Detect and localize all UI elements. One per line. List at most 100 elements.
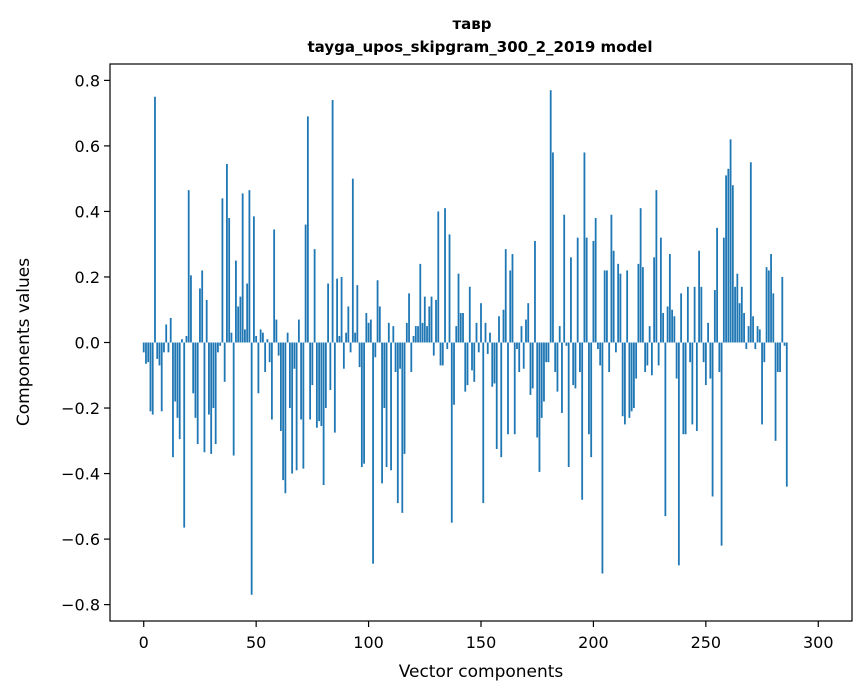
bar-236	[673, 316, 676, 343]
y-tick-label: 0.6	[75, 137, 100, 156]
bar-272	[754, 342, 757, 350]
bar-176	[538, 342, 541, 472]
bar-85	[333, 342, 336, 433]
bar-37	[226, 163, 228, 343]
y-tick-label: −0.4	[61, 465, 100, 484]
y-tick-label: 0.0	[75, 334, 100, 353]
bar-104	[376, 280, 379, 343]
bar-129	[432, 342, 435, 356]
x-tick-label: 0	[139, 633, 149, 652]
bar-195	[581, 342, 584, 500]
bar-105	[378, 306, 381, 343]
bar-30	[210, 342, 213, 454]
bar-268	[745, 342, 748, 350]
bar-239	[680, 293, 683, 343]
bar-120	[412, 335, 415, 343]
bar-87	[338, 335, 341, 343]
bar-169	[522, 342, 525, 369]
bar-78	[318, 342, 321, 422]
bar-80	[322, 342, 325, 486]
bar-286	[785, 342, 788, 487]
bar-109	[387, 322, 390, 343]
bar-166	[516, 342, 518, 350]
bar-103	[374, 342, 377, 358]
bar-184	[556, 342, 559, 392]
bar-28	[205, 299, 208, 343]
bar-159	[500, 342, 503, 458]
bar-182	[552, 152, 554, 343]
bar-93	[351, 178, 354, 343]
bar-186	[561, 342, 563, 413]
bar-206	[606, 270, 608, 343]
bar-11	[167, 342, 170, 353]
bar-76	[313, 249, 316, 343]
plot-frame	[109, 63, 853, 622]
bar-266	[740, 286, 743, 343]
bar-180	[547, 342, 550, 363]
bar-110	[390, 342, 392, 471]
bar-38	[228, 217, 231, 343]
bar-130	[435, 299, 437, 343]
bar-205	[603, 270, 606, 343]
bar-244	[691, 342, 694, 425]
bar-43	[239, 296, 242, 343]
bar-247	[698, 250, 700, 343]
bar-284	[781, 276, 784, 343]
bar-102	[372, 342, 374, 564]
bar-70	[300, 342, 303, 420]
bar-231	[662, 313, 665, 343]
bar-259	[725, 175, 727, 343]
bar-19	[185, 335, 188, 343]
bar-74	[309, 342, 312, 420]
bar-75	[311, 342, 314, 386]
bar-27	[203, 342, 206, 453]
bar-34	[219, 342, 222, 346]
bar-68	[295, 342, 298, 471]
bar-246	[695, 342, 698, 431]
bar-222	[641, 267, 644, 343]
bar-60	[277, 342, 280, 356]
bar-200	[592, 240, 595, 343]
bar-241	[684, 342, 687, 435]
bar-16	[178, 342, 181, 440]
bar-91	[347, 306, 350, 343]
y-tick-label: 0.2	[75, 268, 100, 287]
bar-215	[626, 270, 629, 343]
bar-188	[565, 342, 568, 346]
bar-234	[668, 254, 671, 343]
bar-61	[279, 342, 282, 431]
x-axis: 0 50 100 150 200 250 300	[139, 621, 834, 652]
bar-202	[597, 342, 599, 350]
bar-123	[419, 263, 422, 343]
bar-58	[273, 229, 276, 343]
bar-12	[169, 317, 172, 343]
y-tick-label: 0.4	[75, 202, 100, 221]
bar-209	[612, 250, 615, 343]
bar-42	[237, 306, 240, 343]
bar-66	[291, 342, 294, 474]
bar-108	[385, 342, 388, 468]
bar-62	[282, 342, 285, 481]
bar-207	[608, 342, 611, 372]
x-tick-label: 200	[578, 633, 609, 652]
bar-143	[464, 342, 467, 392]
bar-253	[711, 342, 714, 497]
bar-163	[509, 270, 512, 343]
bar-174	[534, 240, 536, 343]
bar-172	[529, 342, 532, 395]
bar-139	[455, 326, 458, 343]
bar-49	[253, 216, 255, 343]
bar-59	[275, 319, 278, 343]
chart-subtitle: tayga_upos_skipgram_300_2_2019 model	[308, 38, 653, 56]
bar-242	[686, 286, 689, 343]
bar-260	[727, 168, 730, 343]
bar-249	[702, 342, 705, 363]
bar-144	[466, 342, 469, 386]
bar-153	[486, 342, 489, 354]
bar-214	[624, 342, 626, 425]
bar-131	[437, 211, 440, 343]
bar-185	[558, 326, 561, 343]
bar-32	[214, 342, 217, 445]
x-tick-label: 150	[466, 633, 497, 652]
bar-51	[257, 342, 260, 394]
